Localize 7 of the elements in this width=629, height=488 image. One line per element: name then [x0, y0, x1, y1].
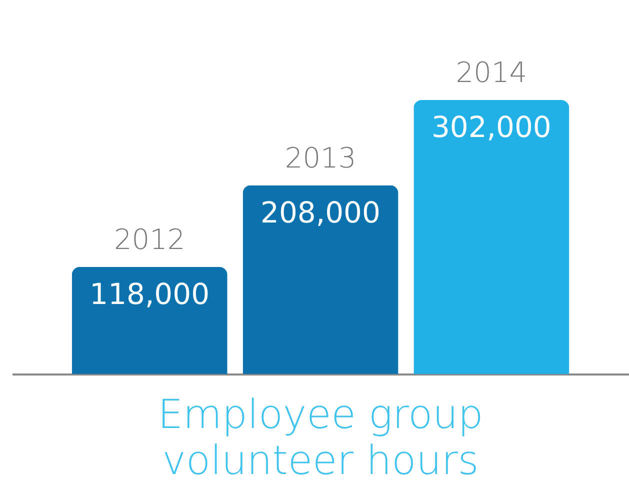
text: Employee group volunteer hours: [158, 392, 484, 484]
data-label: 302,000: [431, 110, 552, 144]
x-tick-label: 2012: [114, 222, 186, 256]
x-tick-label: 2014: [456, 56, 528, 89]
x-tick-label: 2013: [284, 141, 356, 174]
data-label: 118,000: [90, 276, 210, 311]
data-label: 208,000: [260, 195, 380, 230]
